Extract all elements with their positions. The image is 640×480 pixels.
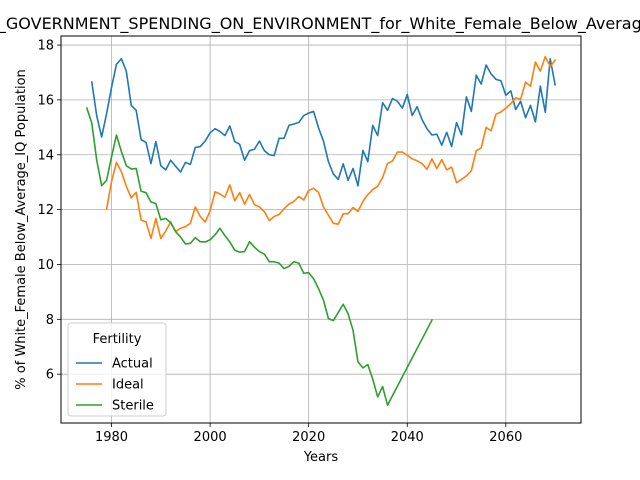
grid — [61, 36, 581, 423]
y-tick-label: 18 — [37, 39, 54, 54]
series-line-sterile — [85, 107, 433, 406]
legend-title: Fertility — [93, 332, 142, 347]
y-tick-label: 10 — [37, 258, 54, 273]
legend: Fertility Actual Ideal Sterile — [67, 322, 167, 417]
legend-label-sterile: Sterile — [112, 399, 154, 414]
x-tick-label: 2040 — [391, 430, 424, 445]
y-axis-title: % of White_Female Below_Average_IQ Popul… — [14, 69, 29, 390]
legend-box — [67, 322, 167, 417]
chart-title: 2_in_GOVERNMENT_SPENDING_ON_ENVIRONMENT_… — [0, 14, 640, 34]
series-line-ideal — [105, 55, 557, 240]
legend-label-ideal: Ideal — [112, 378, 144, 393]
x-axis-title: Years — [303, 450, 339, 465]
x-axis: 1980 2000 2020 2040 2060 — [95, 423, 522, 445]
y-axis: 6 8 10 12 14 16 18 — [37, 39, 61, 383]
x-tick-label: 2020 — [292, 430, 325, 445]
y-tick-label: 8 — [46, 313, 54, 328]
x-tick-label: 2060 — [489, 430, 522, 445]
x-tick-label: 2000 — [194, 430, 227, 445]
x-tick-label: 1980 — [95, 430, 128, 445]
y-tick-label: 14 — [37, 148, 54, 163]
series-line-actual — [90, 57, 557, 187]
plot-area-frame — [60, 35, 582, 424]
y-tick-label: 12 — [37, 203, 54, 218]
y-tick-label: 16 — [37, 93, 54, 108]
legend-label-actual: Actual — [112, 357, 153, 372]
y-tick-label: 6 — [46, 368, 54, 383]
series-lines — [85, 55, 557, 406]
